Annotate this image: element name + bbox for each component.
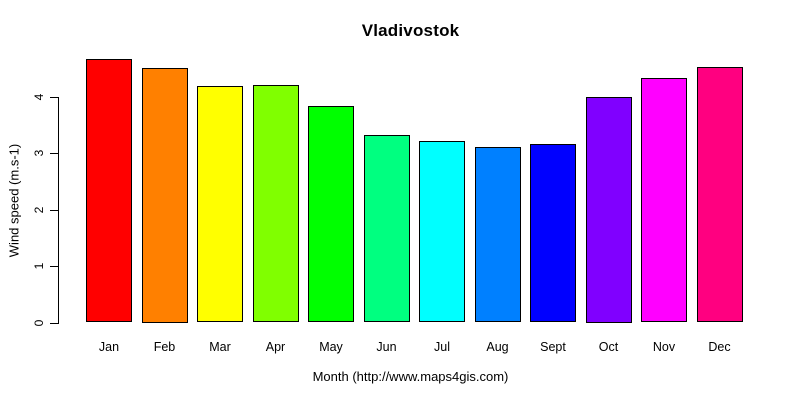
x-category-label-nov: Nov xyxy=(652,340,676,354)
x-category-label-oct: Oct xyxy=(598,340,619,354)
x-axis-label: Month (http://www.maps4gis.com) xyxy=(312,369,509,384)
bar-jul xyxy=(419,141,465,323)
y-axis-line xyxy=(57,96,59,324)
y-tick-label-0: 0 xyxy=(32,319,46,326)
y-tick-label-3: 3 xyxy=(32,149,46,157)
bar-dec xyxy=(696,66,743,323)
y-axis-label: Wind speed (m.s-1) xyxy=(6,143,22,258)
bar-mar xyxy=(197,85,243,323)
y-tick-mark-4 xyxy=(49,96,58,98)
x-category-label-jan: Jan xyxy=(98,340,120,354)
x-category-label-feb: Feb xyxy=(153,340,176,354)
x-category-label-may: May xyxy=(319,340,343,354)
chart-title: Vladivostok xyxy=(361,21,460,40)
x-category-label-apr: Apr xyxy=(265,340,286,354)
y-tick-mark-2 xyxy=(49,209,58,211)
bar-sept xyxy=(530,143,576,323)
bar-feb xyxy=(141,68,188,323)
bar-jan xyxy=(86,59,132,323)
x-category-label-dec: Dec xyxy=(708,340,731,354)
x-category-label-jul: Jul xyxy=(434,340,450,354)
y-tick-label-2: 2 xyxy=(32,206,46,213)
x-category-label-jun: Jun xyxy=(376,340,397,354)
bar-nov xyxy=(641,77,687,323)
y-tick-mark-3 xyxy=(49,153,58,154)
y-tick-mark-0 xyxy=(49,322,58,324)
bar-jun xyxy=(363,134,410,323)
x-category-label-mar: Mar xyxy=(209,340,231,354)
bar-may xyxy=(308,106,354,323)
bar-apr xyxy=(252,84,299,323)
x-category-label-aug: Aug xyxy=(486,340,509,354)
y-tick-mark-1 xyxy=(49,266,58,267)
y-tick-label-1: 1 xyxy=(32,262,46,270)
bar-oct xyxy=(585,96,632,323)
bar-aug xyxy=(474,147,521,323)
x-category-label-sept: Sept xyxy=(540,340,566,354)
y-tick-label-4: 4 xyxy=(32,93,46,100)
